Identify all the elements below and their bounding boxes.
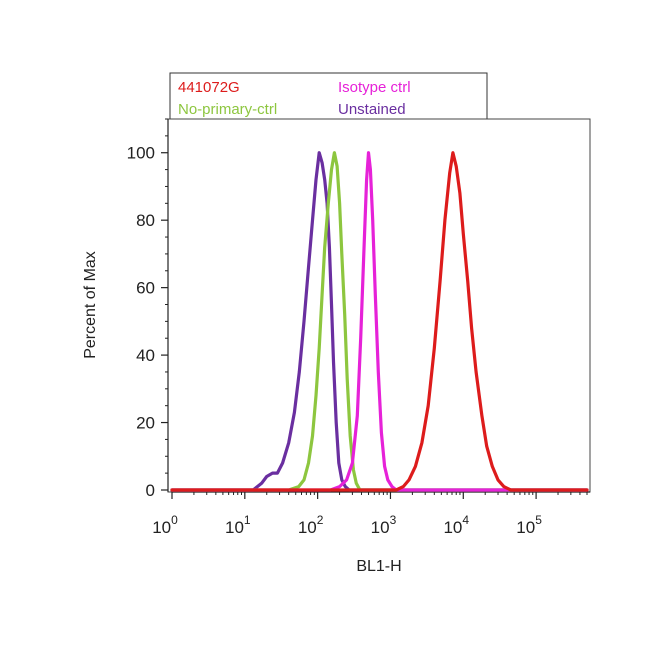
y-tick-label: 0 [146,481,155,500]
x-axis: 100 101 102 103 104 105 [152,491,590,537]
legend-entry-unstained: Unstained [338,101,406,118]
series-line-no-primary-ctrl [170,151,589,492]
y-axis: 0 20 40 60 80 100 [127,118,169,500]
legend-entry-441072g: 441072G [178,79,240,96]
y-tick-label: 40 [136,346,155,365]
y-axis-title: Percent of Max [82,251,99,359]
y-tick-label: 80 [136,211,155,230]
x-tick-label: 104 [443,513,469,537]
x-tick-label: 101 [225,513,251,537]
y-tick-label: 60 [136,279,155,298]
y-tick-label: 20 [136,414,155,433]
x-axis-title: BL1-H [356,558,401,575]
series-line-unstained [170,151,589,492]
series-layer [170,151,589,492]
plot-frame [167,118,591,493]
y-tick-label: 100 [127,144,155,163]
series-line-isotype-ctrl [170,151,589,492]
series-line-441072g [170,151,589,492]
x-tick-label: 100 [152,513,178,537]
legend: 441072G Isotype ctrl No-primary-ctrl Uns… [169,72,488,120]
x-tick-label: 102 [298,513,324,537]
x-tick-label: 105 [516,513,542,537]
legend-entry-isotype-ctrl: Isotype ctrl [338,79,411,96]
legend-entry-no-primary-ctrl: No-primary-ctrl [178,101,277,118]
x-tick-label: 103 [371,513,397,537]
legend-box [169,72,488,120]
